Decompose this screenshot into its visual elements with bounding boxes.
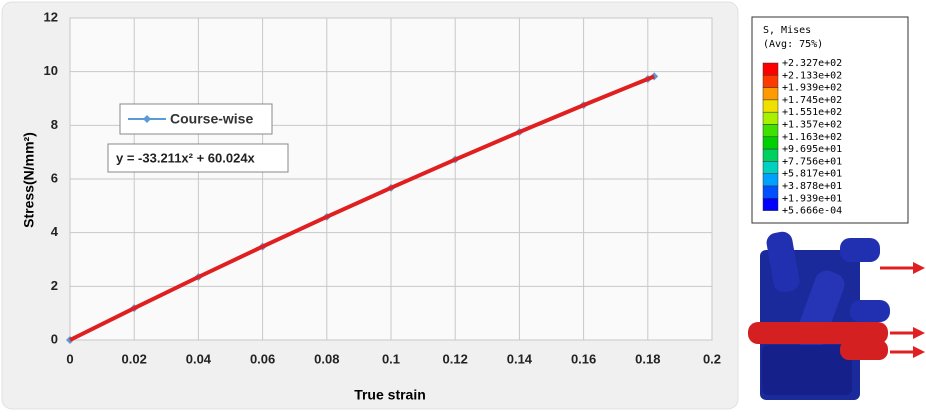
contour-swatch [763, 63, 778, 75]
contour-level: +1.745e+02 [782, 95, 842, 106]
contour-level: +3.878e+01 [782, 181, 842, 192]
contour-swatch [763, 100, 778, 112]
contour-swatch [763, 198, 778, 210]
x-tick-label: 0.08 [314, 351, 339, 366]
contour-level: +9.695e+01 [782, 144, 842, 155]
y-tick-label: 8 [51, 117, 58, 132]
contour-swatch [763, 137, 778, 149]
contour-swatch [763, 161, 778, 173]
x-tick-label: 0.06 [250, 351, 275, 366]
contour-level: +5.817e+01 [782, 169, 842, 180]
contour-swatch [763, 75, 778, 87]
contour-swatch [763, 125, 778, 137]
contour-swatch [763, 149, 778, 161]
x-axis-label: True strain [354, 387, 426, 403]
x-tick-label: 0.2 [703, 351, 721, 366]
y-tick-label: 10 [44, 63, 58, 78]
y-tick-label: 4 [51, 224, 59, 239]
model-image [748, 230, 925, 400]
x-tick-label: 0.18 [635, 351, 660, 366]
contour-swatch [763, 112, 778, 124]
x-tick-label: 0.02 [122, 351, 147, 366]
x-tick-label: 0.04 [186, 351, 212, 366]
equation: y = -33.211x² + 60.024x [116, 150, 256, 165]
legend-label: Course-wise [170, 111, 253, 127]
x-tick-label: 0.14 [507, 351, 533, 366]
y-tick-label: 12 [44, 9, 58, 24]
y-axis-label: Stress(N/mm²) [21, 132, 37, 228]
y-tick-label: 2 [51, 278, 58, 293]
contour-swatch [763, 88, 778, 100]
contour-subtitle: (Avg: 75%) [763, 39, 823, 50]
contour-title: S, Mises [763, 25, 811, 36]
contour-scale: +2.327e+02+2.133e+02 +1.939e+02+1.745e+02… [763, 58, 842, 217]
contour-swatch [763, 174, 778, 186]
contour-level: +7.756e+01 [782, 156, 842, 167]
contour-level: +1.939e+02 [782, 83, 842, 94]
y-tick-label: 6 [51, 170, 58, 185]
contour-level: +1.163e+02 [782, 132, 842, 143]
contour-swatch [763, 186, 778, 198]
x-tick-label: 0.12 [443, 351, 468, 366]
contour-level: +1.939e+01 [782, 193, 842, 204]
contour-level: +1.357e+02 [782, 120, 842, 131]
contour-level: +2.133e+02 [782, 70, 842, 81]
x-tick-label: 0.1 [382, 351, 400, 366]
x-tick-label: 0.16 [571, 351, 596, 366]
contour-level: +1.551e+02 [782, 107, 842, 118]
page: True strain Stress(N/mm²) 0 0.02 0.04 0.06 0… [0, 0, 926, 411]
contour-level: +5.666e-04 [782, 206, 842, 217]
contour-level: +2.327e+02 [782, 58, 842, 69]
y-tick-label: 0 [51, 331, 58, 346]
x-tick-label: 0 [66, 351, 73, 366]
